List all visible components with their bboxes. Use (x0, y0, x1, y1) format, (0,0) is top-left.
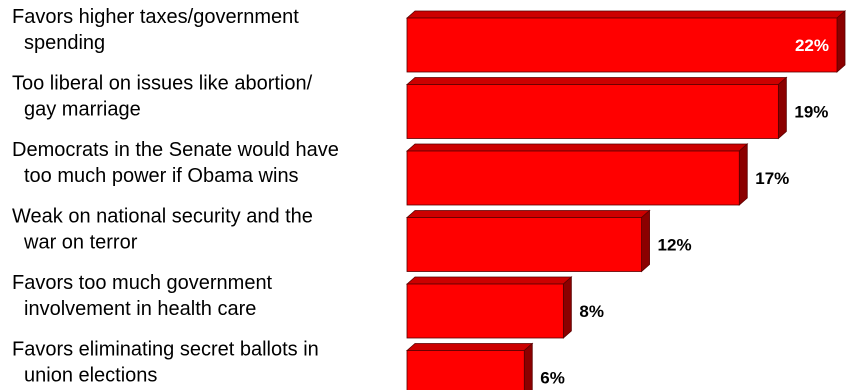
category-label-line-2: war on terror (23, 232, 138, 254)
value-label: 22% (795, 36, 829, 55)
category-label-line-1: Favors higher taxes/government (12, 6, 299, 28)
bar-group: 8% (405, 276, 604, 339)
bar (406, 150, 740, 206)
category-label-line-1: Weak on national security and the (12, 206, 313, 228)
category-label-line-2: involvement in health care (24, 298, 256, 320)
bar-top-face (405, 276, 573, 285)
category-label: Favors too much government involvement in… (12, 272, 273, 320)
value-label: 12% (658, 236, 692, 255)
category-label: Favors eliminating secret ballots in unio… (12, 339, 319, 387)
bar-side-face (777, 76, 787, 140)
bar-group: 12% (405, 209, 692, 273)
bar-side-face (641, 209, 650, 273)
category-label-line-2: too much power if Obama wins (24, 165, 299, 187)
bar (406, 17, 838, 73)
category-label: Too liberal on issues like abortion/gay … (12, 73, 313, 121)
category-label-line-1: Democrats in the Senate would have (12, 139, 339, 161)
category-label-line-2: gay marriage (24, 99, 141, 121)
value-label: 8% (579, 302, 604, 321)
bar-group: 19% (405, 76, 828, 140)
bar-top-face (405, 10, 847, 19)
category-label-line-1: Favors eliminating secret ballots in (12, 339, 319, 361)
category-label: Favors higher taxes/government spending (12, 6, 299, 54)
bar-top-face (405, 77, 788, 85)
category-label: Democrats in the Senate would have too mu… (12, 139, 339, 187)
category-label-line-2: union elections (24, 365, 157, 387)
category-label-line-1: Favors too much government (12, 272, 273, 294)
bar-top-face (405, 343, 534, 351)
bar-group: 6% (405, 342, 565, 390)
value-label: 19% (794, 103, 828, 122)
bar-side-face (738, 143, 748, 206)
value-label: 17% (755, 169, 789, 188)
category-label: Weak on national security and the war on … (12, 206, 313, 254)
bar (406, 283, 564, 339)
bar-side-face (562, 276, 572, 339)
bar-side-face (523, 342, 533, 390)
bar (406, 84, 779, 139)
value-label: 6% (540, 369, 565, 388)
category-label-line-2: spending (24, 32, 105, 54)
bar-top-face (405, 143, 749, 152)
bar (406, 217, 642, 272)
bar (406, 350, 525, 390)
category-label-line-1: Too liberal on issues like abortion/ (12, 73, 313, 95)
bar-top-face (405, 210, 651, 218)
bar-group: 17% (405, 143, 789, 206)
bar-group: 22% (405, 10, 847, 73)
bar-side-face (836, 10, 846, 73)
